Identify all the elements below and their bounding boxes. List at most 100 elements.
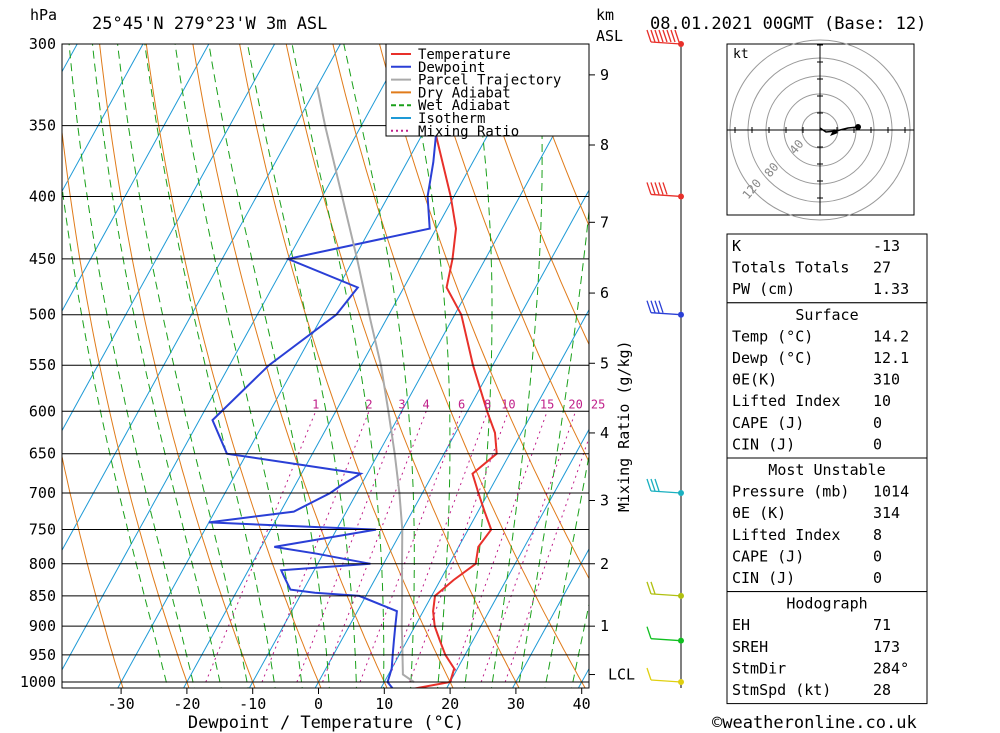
x-tick-label: -30 bbox=[108, 695, 135, 713]
surface-indices-row-value: 14.2 bbox=[873, 327, 909, 345]
most-unstable-indices-row-label: Pressure (mb) bbox=[732, 483, 849, 501]
isotherm-line bbox=[446, 428, 589, 688]
mixing-ratio-line bbox=[450, 411, 548, 683]
parcel-trajectory-profile bbox=[316, 86, 415, 683]
most-unstable-indices-row-label: CIN (J) bbox=[732, 569, 795, 587]
pressure-tick-label: 400 bbox=[29, 187, 56, 205]
isotherm-line bbox=[380, 308, 589, 688]
wind-barb-staff bbox=[650, 312, 682, 316]
wet-adiabat-line bbox=[490, 44, 543, 688]
general-indices-row-label: Totals Totals bbox=[732, 259, 849, 277]
x-axis-title: Dewpoint / Temperature (°C) bbox=[188, 713, 464, 733]
most-unstable-indices-row-label: Lifted Index bbox=[732, 526, 840, 544]
hodograph-indices-row-value: 284° bbox=[873, 659, 909, 677]
hodograph-indices-row-label: SREH bbox=[732, 638, 768, 656]
wind-barb-staff bbox=[650, 193, 682, 198]
isotherm-line bbox=[62, 44, 210, 312]
pressure-tick-label: 900 bbox=[29, 617, 56, 635]
wind-barb-feather bbox=[662, 182, 668, 195]
pressure-tick-label: 450 bbox=[29, 250, 56, 268]
km-tick-label: LCL bbox=[608, 666, 635, 684]
mixing-ratio-label: 25 bbox=[591, 397, 605, 411]
dry-adiabat-line bbox=[472, 44, 589, 346]
general-indices-box bbox=[726, 233, 928, 304]
wind-barb-feather bbox=[658, 29, 664, 43]
km-tick-label: 6 bbox=[600, 284, 609, 302]
wind-profile bbox=[646, 29, 684, 688]
wet-adiabat-line bbox=[464, 44, 493, 688]
surface-indices-row-value: 310 bbox=[873, 371, 900, 389]
dry-adiabat-line bbox=[965, 7, 1000, 708]
wind-barb-feather bbox=[650, 300, 656, 313]
km-tick-label: 1 bbox=[600, 617, 609, 635]
km-tick-label: 3 bbox=[600, 492, 609, 510]
km-tick-label: 5 bbox=[600, 354, 609, 372]
pressure-tick-label: 600 bbox=[29, 402, 56, 420]
dry-adiabat-line bbox=[518, 44, 589, 227]
km-tick-label: 9 bbox=[600, 66, 609, 84]
general-indices-row-value: 1.33 bbox=[873, 280, 909, 298]
mixing-ratio-label: 20 bbox=[568, 397, 582, 411]
isotherm-line bbox=[314, 189, 589, 688]
most-unstable-indices-title: Most Unstable bbox=[768, 461, 885, 479]
wind-barb-feather bbox=[650, 182, 656, 195]
dewpoint-profile bbox=[208, 44, 450, 688]
wet-adiabat-line bbox=[544, 453, 589, 688]
mixing-ratio-line bbox=[205, 411, 317, 683]
dry-adiabat-line bbox=[99, 44, 256, 688]
legend-item-label: Dry Adiabat bbox=[418, 85, 511, 101]
mixing-ratio-label: 4 bbox=[423, 397, 430, 411]
dry-adiabat-line bbox=[192, 44, 388, 688]
km-tick-label: 2 bbox=[600, 555, 609, 573]
mixing-ratio-label: 8 bbox=[484, 397, 491, 411]
mixing-ratio-line bbox=[480, 411, 577, 683]
surface-indices-title: Surface bbox=[795, 306, 858, 324]
wet-adiabat-line bbox=[62, 182, 169, 688]
isotherm-line bbox=[62, 44, 407, 671]
most-unstable-indices-row-label: CAPE (J) bbox=[732, 547, 804, 565]
surface-indices-row-value: 12.1 bbox=[873, 349, 909, 367]
mixing-ratio-line bbox=[504, 436, 589, 683]
wind-barb-feather bbox=[666, 29, 672, 43]
isotherm-line bbox=[62, 44, 341, 552]
most-unstable-indices-row-value: 8 bbox=[873, 526, 882, 544]
pressure-tick-label: 800 bbox=[29, 555, 56, 573]
pressure-tick-label: 1000 bbox=[20, 673, 56, 691]
legend-box bbox=[385, 43, 590, 137]
legend-item-label: Mixing Ratio bbox=[418, 124, 519, 140]
mixing-ratio-line bbox=[359, 411, 463, 683]
isobar-lines: 300 350 400 450 500 550 600 650 700 750 800 850 900 9… bbox=[20, 35, 589, 691]
plot-frame bbox=[61, 43, 590, 689]
wet-adiabat-line bbox=[343, 44, 415, 688]
surface-indices-row-value: 10 bbox=[873, 392, 891, 410]
hodograph-unit: kt bbox=[733, 47, 749, 62]
surface-indices-row-label: Lifted Index bbox=[732, 392, 840, 410]
height-km-axis: 9 8 7 6 5 4 3 2 1 LCL bbox=[589, 66, 635, 684]
wind-barb-feather bbox=[646, 626, 652, 639]
x-tick-label: 10 bbox=[375, 695, 393, 713]
isotherm-line bbox=[62, 44, 276, 432]
wind-barb-feather bbox=[650, 478, 656, 492]
legend-item-label: Parcel Trajectory bbox=[418, 73, 561, 89]
legend-item-label: Isotherm bbox=[418, 111, 485, 127]
wind-barb-feather bbox=[674, 29, 680, 43]
copyright-footer: ©weatheronline.co.uk bbox=[712, 713, 917, 733]
pressure-tick-label: 950 bbox=[29, 646, 56, 664]
pressure-tick-label: 750 bbox=[29, 521, 56, 539]
legend-item-label: Dewpoint bbox=[418, 60, 485, 76]
wet-adiabat-line bbox=[174, 44, 303, 688]
mixing-ratio-label: 6 bbox=[458, 397, 465, 411]
general-indices-row-value: 27 bbox=[873, 259, 891, 277]
dry-adiabat-line bbox=[919, 7, 1000, 708]
wind-barb-staff bbox=[650, 490, 682, 494]
surface-indices-row-label: Temp (°C) bbox=[732, 327, 813, 345]
wet-adiabat-line bbox=[117, 44, 249, 688]
hodograph-indices-row-value: 173 bbox=[873, 638, 900, 656]
km-unit-label: km bbox=[596, 6, 614, 24]
surface-indices-row-label: θE(K) bbox=[732, 371, 777, 389]
wet-adiabat-line bbox=[517, 206, 589, 688]
pressure-tick-label: 650 bbox=[29, 445, 56, 463]
wind-barb-feather bbox=[654, 300, 660, 313]
